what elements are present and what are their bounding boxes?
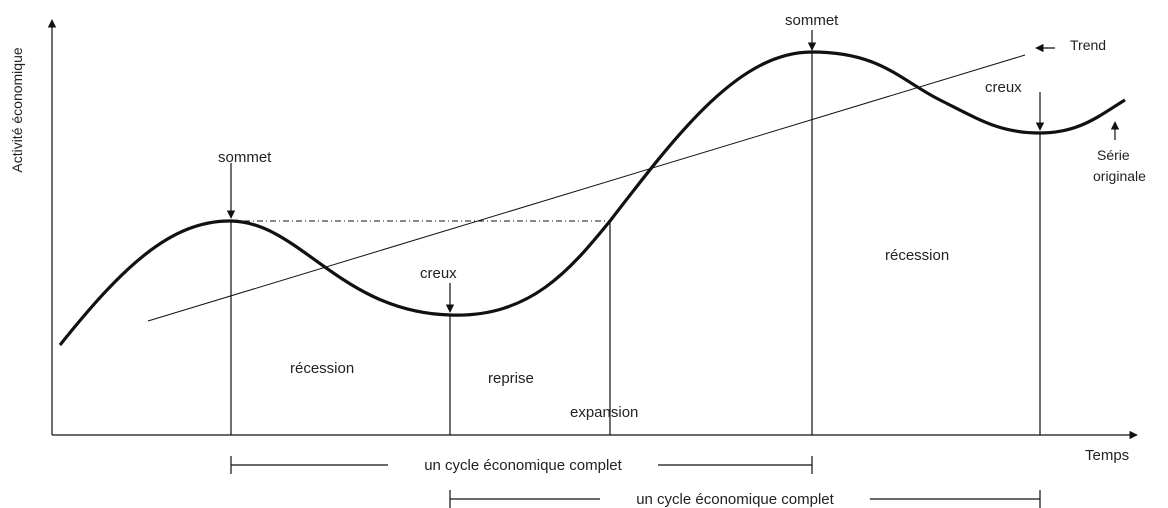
pointer-arrows: [226, 30, 1120, 313]
label-bg: [600, 489, 870, 508]
phase-label: récession: [885, 247, 949, 264]
peak-label: sommet: [218, 149, 272, 166]
axes: [47, 19, 1138, 440]
x-axis-label: Temps: [1085, 447, 1129, 464]
original-series: [58, 50, 1126, 346]
peak-label: sommet: [785, 12, 839, 29]
phase-label: récession: [290, 360, 354, 377]
trend-label: Trend: [1070, 37, 1106, 53]
vertical-lines: [230, 52, 1041, 435]
phase-label: reprise: [488, 370, 534, 387]
phase-label: expansion: [570, 404, 638, 421]
series-label: originale: [1093, 168, 1146, 184]
cycle-label: un cycle économique complet: [424, 457, 622, 474]
trough-label: creux: [985, 79, 1022, 96]
series-label: Série: [1097, 147, 1130, 163]
y-axis-label: Activité économique: [9, 47, 25, 173]
trough-label: creux: [420, 265, 457, 282]
cycle-label: un cycle économique complet: [636, 491, 834, 508]
label-bg: [388, 454, 658, 476]
trend-line: [147, 54, 1026, 322]
